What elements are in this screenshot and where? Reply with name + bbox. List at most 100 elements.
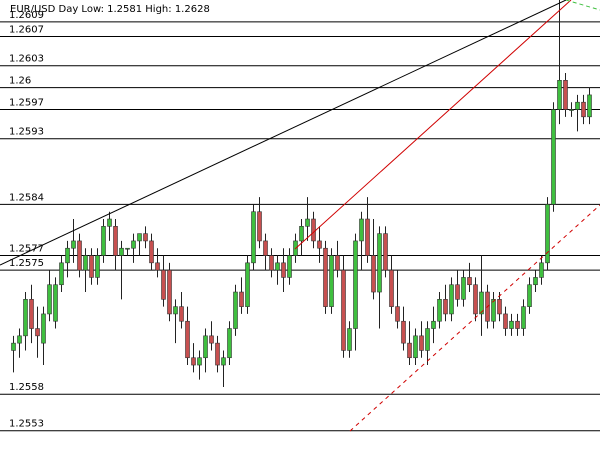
candle-body bbox=[443, 299, 448, 315]
candle-body bbox=[131, 240, 136, 249]
candle-body bbox=[101, 226, 106, 256]
candle-body bbox=[155, 262, 160, 271]
y-tick-label: 1.2577 bbox=[9, 244, 44, 255]
y-tick-label: 1.2597 bbox=[9, 98, 44, 109]
candle-body bbox=[359, 218, 364, 242]
y-tick-label: 1.2575 bbox=[9, 258, 44, 269]
candle-body bbox=[11, 342, 16, 351]
candle-body bbox=[407, 342, 412, 359]
candle-body bbox=[377, 233, 382, 293]
candle-body bbox=[83, 255, 88, 271]
candle-body bbox=[17, 335, 22, 344]
candle-body bbox=[173, 306, 178, 315]
candle-body bbox=[119, 247, 124, 256]
candle-body bbox=[287, 255, 292, 278]
candle-body bbox=[161, 269, 166, 300]
candle-body bbox=[455, 284, 460, 300]
candle-body bbox=[47, 284, 52, 315]
candle-body bbox=[533, 277, 538, 286]
candle-body bbox=[575, 101, 580, 110]
y-tick-label: 1.2609 bbox=[9, 10, 44, 21]
candle-body bbox=[269, 255, 274, 271]
trend-line bbox=[0, 0, 567, 266]
candle-body bbox=[419, 335, 424, 351]
candle-body bbox=[311, 218, 316, 242]
candle-body bbox=[53, 284, 58, 322]
candle-body bbox=[95, 255, 100, 278]
candle-body bbox=[347, 328, 352, 351]
y-tick-label: 1.2558 bbox=[9, 382, 44, 393]
candle-body bbox=[317, 240, 322, 249]
candle-body bbox=[515, 320, 520, 329]
candle-body bbox=[233, 291, 238, 329]
candle-body bbox=[437, 299, 442, 322]
candle-body bbox=[203, 335, 208, 359]
candle-body bbox=[467, 277, 472, 286]
candle-body bbox=[71, 240, 76, 249]
chart-title: EUR/USD Day Low: 1.2581 High: 1.2628 bbox=[10, 4, 210, 15]
candle-body bbox=[107, 218, 112, 227]
candle-body bbox=[335, 255, 340, 271]
candle-body bbox=[281, 262, 286, 278]
candle-body bbox=[365, 218, 370, 256]
candle-body bbox=[569, 109, 574, 111]
candle-body bbox=[191, 357, 196, 366]
trend-line bbox=[294, 0, 572, 250]
candle-body bbox=[143, 233, 148, 242]
candle-body bbox=[383, 233, 388, 271]
candle-body bbox=[497, 299, 502, 315]
candle-body bbox=[221, 357, 226, 366]
candle-body bbox=[581, 101, 586, 118]
y-tick-label: 1.26 bbox=[9, 76, 31, 87]
candle-body bbox=[23, 299, 28, 337]
candle-body bbox=[65, 247, 70, 264]
candle-body bbox=[503, 313, 508, 329]
candle-body bbox=[41, 313, 46, 344]
candles bbox=[11, 0, 592, 387]
candle-body bbox=[29, 299, 34, 329]
y-tick-label: 1.2603 bbox=[9, 54, 44, 65]
candle-body bbox=[425, 328, 430, 351]
candle-body bbox=[491, 299, 496, 322]
candle-body bbox=[389, 269, 394, 307]
candle-body bbox=[527, 284, 532, 307]
candle-body bbox=[539, 262, 544, 278]
candle-body bbox=[257, 211, 262, 242]
candle-body bbox=[167, 269, 172, 315]
candle-body bbox=[179, 306, 184, 322]
candle-body bbox=[449, 284, 454, 315]
trend-line bbox=[565, 0, 600, 11]
candle-body bbox=[551, 109, 556, 205]
candle-body bbox=[479, 291, 484, 315]
candle-body bbox=[239, 291, 244, 307]
candle-body bbox=[545, 204, 550, 264]
candle-body bbox=[521, 306, 526, 329]
y-tick-label: 1.2553 bbox=[9, 419, 44, 430]
candle-body bbox=[329, 255, 334, 307]
candle-body bbox=[461, 277, 466, 300]
candle-body bbox=[323, 247, 328, 307]
candle-body bbox=[299, 226, 304, 242]
candle-body bbox=[563, 80, 568, 110]
grid bbox=[0, 21, 600, 432]
labels: 1.2553 1.2558 1.2575 1.2577 1.2584 1.2593 1.25… bbox=[9, 10, 44, 430]
candle-body bbox=[125, 247, 130, 250]
candle-body bbox=[275, 262, 280, 271]
candle-body bbox=[431, 320, 436, 329]
y-tick-label: 1.2593 bbox=[9, 127, 44, 138]
y-tick-label: 1.2607 bbox=[9, 25, 44, 36]
candle-body bbox=[197, 357, 202, 366]
trend-line bbox=[349, 204, 600, 432]
candle-body bbox=[77, 240, 82, 271]
candle-body bbox=[59, 262, 64, 286]
candle-body bbox=[113, 226, 118, 256]
candle-body bbox=[557, 80, 562, 110]
candle-body bbox=[89, 255, 94, 278]
candle-body bbox=[509, 320, 514, 329]
candle-body bbox=[401, 320, 406, 344]
candle-body bbox=[209, 335, 214, 344]
candle-body bbox=[35, 328, 40, 337]
candle-body bbox=[263, 240, 268, 256]
